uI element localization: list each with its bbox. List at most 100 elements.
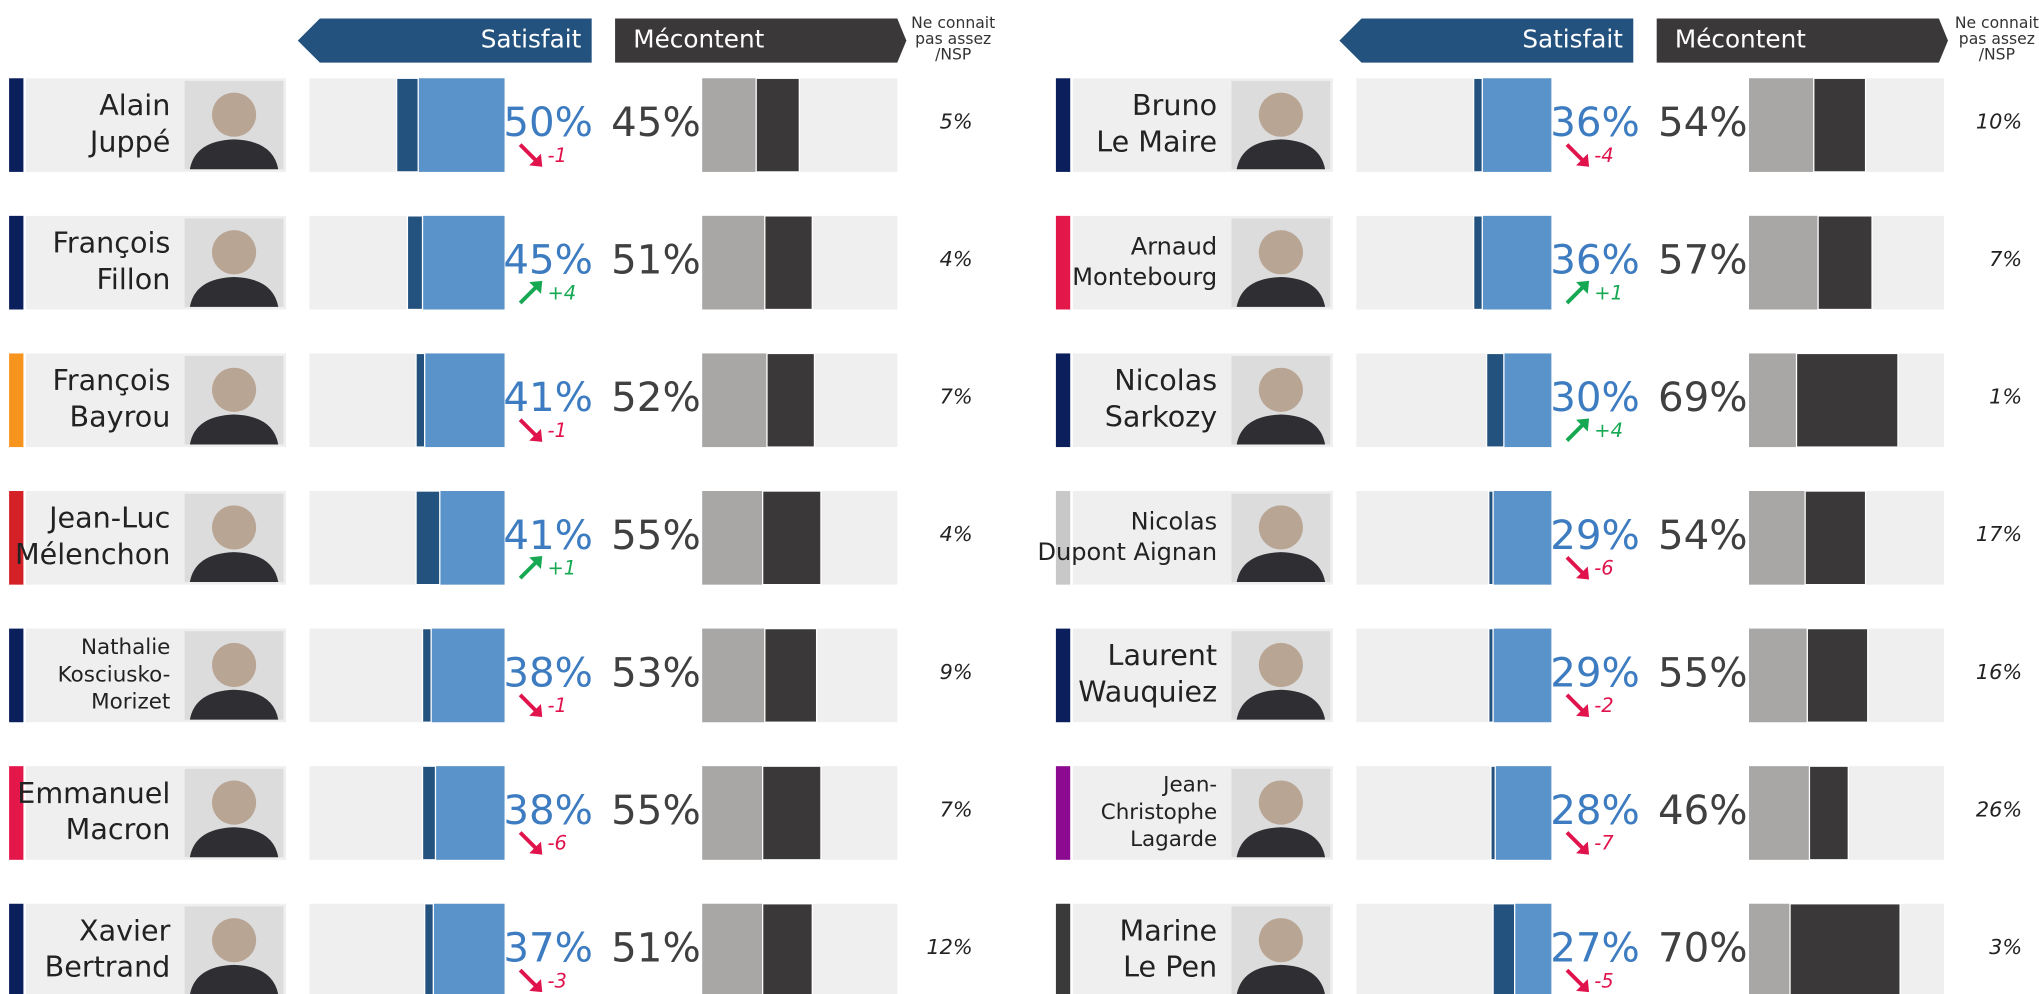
nsp-label: 16% [1976, 660, 2022, 684]
very-discontent-bar [1806, 627, 1869, 723]
party-bar [1055, 766, 1071, 860]
photo-head [1258, 92, 1303, 137]
very-discontent-bar [764, 215, 813, 311]
person-name: Le Maire [1096, 124, 1217, 158]
change-arrow-head [529, 428, 543, 442]
change-arrow-shaft [518, 968, 539, 989]
change-arrow-shaft [1565, 831, 1586, 851]
very-satisfied-bar [1472, 215, 1483, 311]
discontent-label: 55% [611, 512, 701, 559]
satisfied-bar [407, 215, 505, 310]
person-name: Macron [66, 812, 171, 846]
satisfied-label: 38% [503, 649, 593, 696]
satisfied-bar [1473, 215, 1552, 310]
very-discontent-bar [1808, 765, 1849, 861]
header-nsp: pas assez [1959, 30, 2035, 48]
change-arrow [518, 418, 543, 442]
photo-body [1236, 827, 1326, 858]
header-discontent [1656, 18, 1948, 63]
change-label: +1 [1594, 281, 1623, 304]
person-name: Kosciusko- [58, 662, 171, 687]
very-discontent-bar [1804, 490, 1867, 586]
nsp-label: 7% [940, 797, 973, 821]
very-discontent-bar [761, 903, 813, 994]
party-bar [9, 215, 24, 310]
change-arrow-shaft [1565, 693, 1586, 714]
change-arrow [518, 143, 543, 167]
very-satisfied-bar [1488, 627, 1494, 723]
photo-head [211, 367, 257, 412]
change-arrow-shaft [1565, 555, 1586, 576]
satisfied-label: 28% [1550, 787, 1640, 834]
change-label: -1 [547, 694, 566, 717]
very-discontent-bar [761, 765, 822, 861]
satisfied-label: 29% [1550, 649, 1640, 696]
satisfied-bar [422, 628, 505, 723]
change-arrow-head [1576, 979, 1590, 993]
very-satisfied-bar [1490, 765, 1496, 861]
satisfied-label: 45% [503, 237, 593, 284]
very-satisfied-bar [406, 215, 424, 311]
satisfied-bar [1488, 628, 1552, 723]
very-satisfied-bar [421, 627, 432, 723]
photo-head [211, 918, 257, 963]
photo-head [211, 780, 257, 825]
change-arrow-head [529, 841, 543, 855]
header-satisfied-label: Satisfait [1522, 25, 1623, 54]
change-arrow [518, 693, 543, 718]
satisfied-label: 37% [503, 925, 593, 972]
person-name: Le Pen [1123, 950, 1217, 984]
discontent-label: 51% [611, 237, 701, 284]
party-bar [9, 628, 24, 723]
satisfied-label: 50% [503, 99, 593, 146]
change-arrow-head [1576, 841, 1590, 855]
nsp-label: 12% [926, 935, 972, 959]
discontent-label: 52% [611, 374, 701, 421]
satisfied-label: 36% [1550, 237, 1640, 284]
very-satisfied-bar [1488, 490, 1494, 586]
nsp-label: 26% [1976, 797, 2022, 821]
header-satisfied-label: Satisfait [481, 25, 582, 54]
very-discontent-bar [755, 77, 800, 173]
person-name: Montebourg [1072, 263, 1217, 291]
nsp-label: 3% [1989, 935, 2022, 959]
header-nsp: Ne connait [911, 14, 995, 32]
very-discontent-bar [764, 627, 818, 723]
person-name: Xavier [79, 913, 171, 947]
photo-body [189, 276, 279, 307]
satisfied-bar [422, 766, 505, 860]
discontent-label: 51% [611, 925, 701, 972]
change-label: -4 [1594, 144, 1613, 167]
person-name: Juppé [88, 124, 170, 158]
photo-body [1236, 276, 1326, 307]
person-name: Nathalie [81, 635, 170, 660]
discontent-label: 53% [611, 649, 701, 696]
very-satisfied-bar [424, 903, 434, 994]
person-name: Laurent [1108, 638, 1218, 672]
change-arrow-head [1576, 280, 1590, 294]
very-discontent-bar [766, 352, 816, 448]
very-satisfied-bar [1492, 903, 1516, 994]
satisfied-bar [1473, 78, 1552, 172]
change-arrow [1565, 280, 1590, 305]
person-name: Nicolas [1131, 508, 1218, 536]
discontent-label: 57% [1658, 237, 1748, 284]
header-discontent-label: Mécontent [1675, 25, 1806, 54]
change-arrow-head [1576, 418, 1590, 432]
photo-head [211, 230, 257, 275]
very-satisfied-bar [415, 490, 441, 586]
very-discontent-bar [1795, 352, 1899, 448]
very-satisfied-bar [1472, 77, 1483, 173]
satisfied-bar [1488, 491, 1552, 585]
discontent-label: 54% [1658, 512, 1748, 559]
person-name: Bayrou [70, 399, 171, 433]
change-arrow-shaft [518, 284, 539, 305]
header-nsp: /NSP [1979, 45, 2015, 63]
party-bar [1055, 353, 1071, 448]
photo-body [190, 964, 279, 994]
header-nsp: Ne connait [1955, 14, 2039, 32]
change-arrow-head [1576, 153, 1590, 167]
party-bar [9, 353, 24, 448]
change-arrow-shaft [1565, 143, 1586, 163]
discontent-label: 45% [611, 99, 701, 146]
